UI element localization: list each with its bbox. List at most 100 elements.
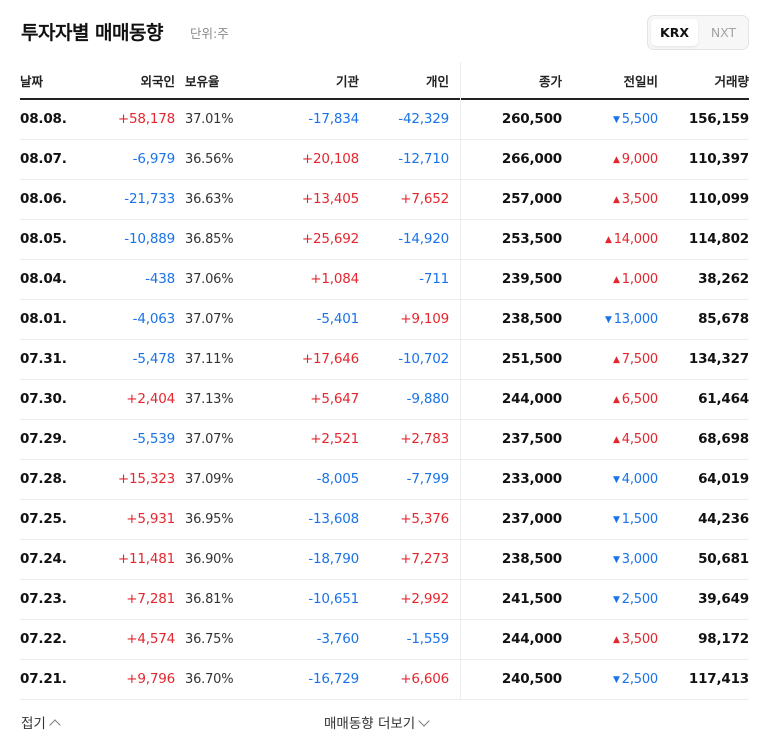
individual-cell: -10,702: [359, 339, 449, 380]
change-value: 3,000: [621, 551, 658, 567]
table-row: 07.23. +7,281 36.81% -10,651 +2,992 241,500 ▼ 2…: [20, 579, 749, 620]
individual-cell: -7,799: [359, 459, 449, 500]
change-cell: ▼ 4,000: [562, 459, 658, 500]
col-header-date: 날짜: [20, 62, 92, 100]
volume-cell: 98,172: [658, 619, 749, 660]
table-row: 08.06. -21,733 36.63% +13,405 +7,652 257,000 ▲…: [20, 179, 749, 220]
table-row: 08.08. +58,178 37.01% -17,834 -42,329 260,500…: [20, 99, 749, 140]
change-value: 7,500: [621, 351, 658, 367]
volume-cell: 110,397: [658, 139, 749, 180]
close-cell: 237,500: [449, 419, 562, 460]
holding-ratio-cell: 37.06%: [175, 259, 255, 300]
change-value: 4,000: [621, 471, 658, 487]
holding-ratio-cell: 36.81%: [175, 579, 255, 620]
table-row: 08.07. -6,979 36.56% +20,108 -12,710 266,000 ▲…: [20, 139, 749, 180]
institution-cell: -16,729: [255, 659, 359, 700]
individual-cell: +7,652: [359, 179, 449, 220]
individual-cell: -12,710: [359, 139, 449, 180]
tab-krx[interactable]: KRX: [651, 19, 698, 46]
volume-cell: 117,413: [658, 659, 749, 700]
triangle-down-icon: ▼: [613, 674, 620, 685]
change-cell: ▲ 9,000: [562, 139, 658, 180]
triangle-up-icon: ▲: [613, 194, 620, 205]
close-cell: 233,000: [449, 459, 562, 500]
institution-cell: +5,647: [255, 379, 359, 420]
close-cell: 266,000: [449, 139, 562, 180]
date-cell: 08.07.: [20, 139, 92, 180]
volume-cell: 134,327: [658, 339, 749, 380]
investor-trading-table: 날짜 외국인 보유율 기관 개인 종가 전일비 거래량 08.08. +58,17…: [20, 62, 749, 700]
triangle-up-icon: ▲: [613, 394, 620, 405]
chevron-down-icon: [418, 715, 430, 727]
tab-nxt[interactable]: NXT: [710, 25, 737, 40]
more-trading-button[interactable]: 매매동향 더보기: [324, 712, 430, 732]
table-row: 07.25. +5,931 36.95% -13,608 +5,376 237,000 ▼ 1…: [20, 499, 749, 540]
volume-cell: 110,099: [658, 179, 749, 220]
change-value: 3,500: [621, 631, 658, 647]
change-cell: ▼ 1,500: [562, 499, 658, 540]
foreign-cell: -4,063: [92, 299, 175, 340]
foreign-cell: +7,281: [92, 579, 175, 620]
individual-cell: +2,992: [359, 579, 449, 620]
change-cell: ▼ 3,000: [562, 539, 658, 580]
col-header-volume: 거래량: [658, 62, 749, 100]
col-header-change: 전일비: [562, 62, 658, 100]
volume-cell: 64,019: [658, 459, 749, 500]
table-row: 07.28. +15,323 37.09% -8,005 -7,799 233,000 ▼ 4…: [20, 459, 749, 500]
column-divider: [460, 62, 461, 699]
table-row: 07.24. +11,481 36.90% -18,790 +7,273 238,500 ▼…: [20, 539, 749, 580]
date-cell: 07.25.: [20, 499, 92, 540]
foreign-cell: +4,574: [92, 619, 175, 660]
change-cell: ▲ 3,500: [562, 619, 658, 660]
individual-cell: +2,783: [359, 419, 449, 460]
change-cell: ▲ 7,500: [562, 339, 658, 380]
institution-cell: -18,790: [255, 539, 359, 580]
change-value: 4,500: [621, 431, 658, 447]
collapse-label: 접기: [21, 716, 46, 732]
foreign-cell: +11,481: [92, 539, 175, 580]
triangle-up-icon: ▲: [613, 154, 620, 165]
foreign-cell: -438: [92, 259, 175, 300]
change-value: 1,000: [621, 271, 658, 287]
collapse-button[interactable]: 접기: [21, 712, 61, 732]
date-cell: 07.24.: [20, 539, 92, 580]
institution-cell: -17,834: [255, 99, 359, 140]
individual-cell: -1,559: [359, 619, 449, 660]
date-cell: 07.22.: [20, 619, 92, 660]
table-row: 07.21. +9,796 36.70% -16,729 +6,606 240,500 ▼ 2…: [20, 659, 749, 700]
table-row: 07.30. +2,404 37.13% +5,647 -9,880 244,000 ▲ 6,…: [20, 379, 749, 420]
volume-cell: 61,464: [658, 379, 749, 420]
change-cell: ▲ 6,500: [562, 379, 658, 420]
market-toggle: KRX NXT: [647, 15, 749, 50]
holding-ratio-cell: 37.09%: [175, 459, 255, 500]
change-cell: ▲ 1,000: [562, 259, 658, 300]
foreign-cell: -6,979: [92, 139, 175, 180]
foreign-cell: -10,889: [92, 219, 175, 260]
institution-cell: +20,108: [255, 139, 359, 180]
col-header-institution: 기관: [255, 62, 359, 100]
foreign-cell: +9,796: [92, 659, 175, 700]
date-cell: 08.06.: [20, 179, 92, 220]
change-value: 6,500: [621, 391, 658, 407]
holding-ratio-cell: 36.56%: [175, 139, 255, 180]
col-header-individual: 개인: [359, 62, 449, 100]
volume-cell: 114,802: [658, 219, 749, 260]
close-cell: 244,000: [449, 379, 562, 420]
volume-cell: 38,262: [658, 259, 749, 300]
date-cell: 07.23.: [20, 579, 92, 620]
triangle-down-icon: ▼: [613, 514, 620, 525]
change-value: 14,000: [613, 231, 658, 247]
institution-cell: -10,651: [255, 579, 359, 620]
change-cell: ▲ 14,000: [562, 219, 658, 260]
volume-cell: 156,159: [658, 99, 749, 140]
change-value: 2,500: [621, 671, 658, 687]
change-cell: ▼ 2,500: [562, 659, 658, 700]
institution-cell: -8,005: [255, 459, 359, 500]
footer: 접기 매매동향 더보기: [0, 700, 768, 749]
individual-cell: -711: [359, 259, 449, 300]
institution-cell: +25,692: [255, 219, 359, 260]
date-cell: 07.28.: [20, 459, 92, 500]
triangle-down-icon: ▼: [613, 114, 620, 125]
volume-cell: 85,678: [658, 299, 749, 340]
close-cell: 239,500: [449, 259, 562, 300]
